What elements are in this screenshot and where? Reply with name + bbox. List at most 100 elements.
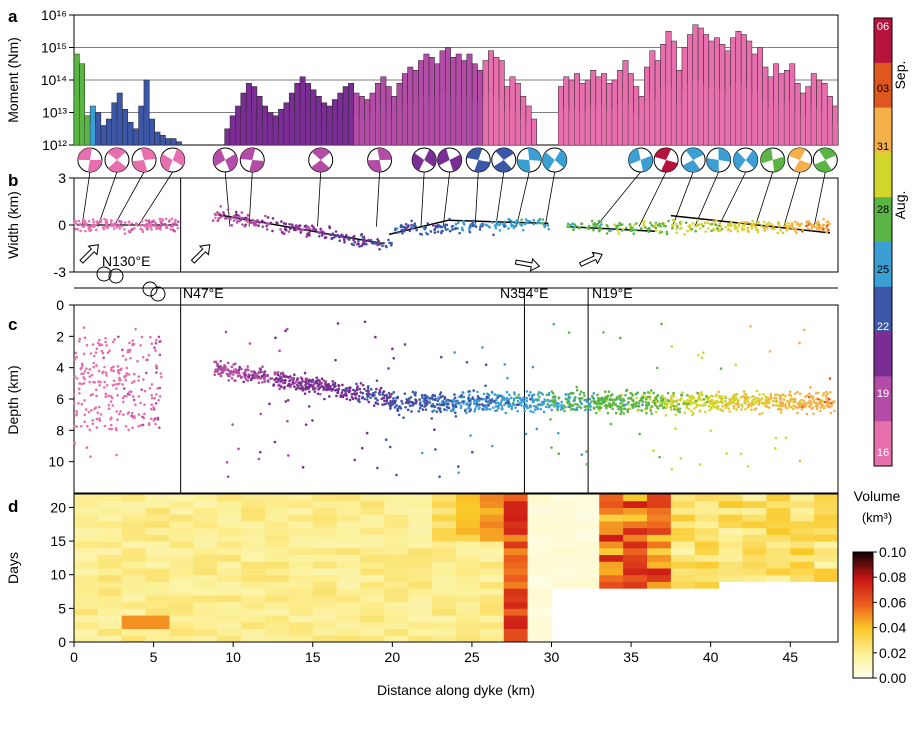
volume-cell xyxy=(766,554,791,562)
colorbar-volume-segment xyxy=(853,615,873,618)
width-point xyxy=(102,224,105,228)
width-point xyxy=(648,228,651,231)
width-point xyxy=(795,231,798,235)
focal-mechanism-quadrant xyxy=(814,160,832,173)
width-point xyxy=(269,221,273,225)
depth-point xyxy=(410,410,413,413)
width-point xyxy=(807,227,810,230)
volume-cell xyxy=(360,615,385,623)
depth-point xyxy=(732,393,736,397)
depth-point xyxy=(430,404,433,408)
depth-point xyxy=(727,401,731,405)
depth-point xyxy=(597,398,600,402)
volume-cell xyxy=(742,574,767,582)
depth-point xyxy=(109,417,112,421)
colorbar-volume-segment xyxy=(853,633,873,637)
depth-point xyxy=(708,402,712,405)
depth-point xyxy=(439,395,443,399)
volume-cell xyxy=(766,574,791,582)
volume-cell xyxy=(670,568,696,576)
volume-cell xyxy=(623,561,648,569)
depth-point xyxy=(344,393,347,397)
volume-cell xyxy=(766,561,791,569)
depth-point xyxy=(86,424,89,428)
depth-point xyxy=(447,406,451,410)
depth-point xyxy=(543,398,546,401)
volume-cell xyxy=(790,561,815,569)
depth-point xyxy=(819,406,823,409)
width-point xyxy=(244,216,248,220)
depth-point xyxy=(556,431,560,435)
volume-cell xyxy=(575,547,600,556)
moment-bar-stack xyxy=(450,96,456,145)
width-point xyxy=(729,229,732,233)
depth-point xyxy=(109,423,113,427)
depth-point xyxy=(613,403,617,406)
depth-point xyxy=(333,383,337,387)
depth-point xyxy=(345,397,349,401)
volume-cell xyxy=(288,547,314,556)
depth-point xyxy=(478,403,481,406)
volume-cell xyxy=(241,594,266,603)
depth-point xyxy=(336,391,339,395)
width-point xyxy=(450,225,454,228)
width-point xyxy=(381,244,384,248)
width-point xyxy=(714,223,718,227)
volume-cell xyxy=(647,520,672,529)
depth-point xyxy=(128,341,131,345)
depth-point xyxy=(285,327,289,331)
depth-point xyxy=(644,397,648,401)
volume-cell xyxy=(169,601,194,609)
volume-cell xyxy=(312,621,338,630)
depth-point xyxy=(546,398,550,402)
width-point xyxy=(671,226,674,230)
volume-cell xyxy=(336,601,361,609)
width-point xyxy=(597,219,601,223)
depth-point xyxy=(506,376,509,380)
depth-point xyxy=(802,402,805,406)
width-point xyxy=(288,227,292,231)
moment-bar-stack xyxy=(800,116,806,145)
depth-point xyxy=(663,397,667,400)
depth-point xyxy=(585,450,588,453)
depth-point xyxy=(816,391,820,395)
depth-point xyxy=(129,356,132,360)
depth-point xyxy=(249,374,253,377)
width-point xyxy=(150,228,153,231)
depth-point xyxy=(747,396,751,400)
volume-cell xyxy=(145,547,170,556)
volume-cell xyxy=(145,514,170,522)
volume-cell xyxy=(193,588,218,596)
volume-cell xyxy=(647,574,672,582)
volume-cell xyxy=(527,601,552,609)
volume-cell xyxy=(599,568,624,576)
depth-point xyxy=(775,396,778,400)
volume-cell xyxy=(384,601,409,609)
depth-point xyxy=(363,387,366,391)
depth-point xyxy=(666,398,669,402)
depth-point xyxy=(231,370,235,374)
depth-point xyxy=(640,409,643,412)
depth-point xyxy=(583,394,586,397)
volume-cell xyxy=(456,527,481,535)
width-point xyxy=(312,226,315,229)
moment-bar-stack xyxy=(429,96,435,145)
depth-point xyxy=(529,397,532,401)
volume-cell xyxy=(193,608,218,616)
volume-cell xyxy=(288,534,314,542)
moment-bar-stack xyxy=(472,100,478,145)
volume-cell xyxy=(169,500,194,508)
width-point xyxy=(365,242,368,246)
width-point xyxy=(585,226,589,230)
depth-point xyxy=(609,422,613,426)
depth-point xyxy=(445,402,449,406)
depth-point xyxy=(758,393,761,396)
depth-point xyxy=(605,406,608,410)
volume-cell xyxy=(121,554,147,562)
volume-cell xyxy=(241,608,266,616)
volume-cell xyxy=(312,527,338,535)
depth-point xyxy=(119,409,122,413)
depth-point xyxy=(392,401,396,405)
depth-point xyxy=(453,351,456,354)
depth-point xyxy=(661,406,665,410)
